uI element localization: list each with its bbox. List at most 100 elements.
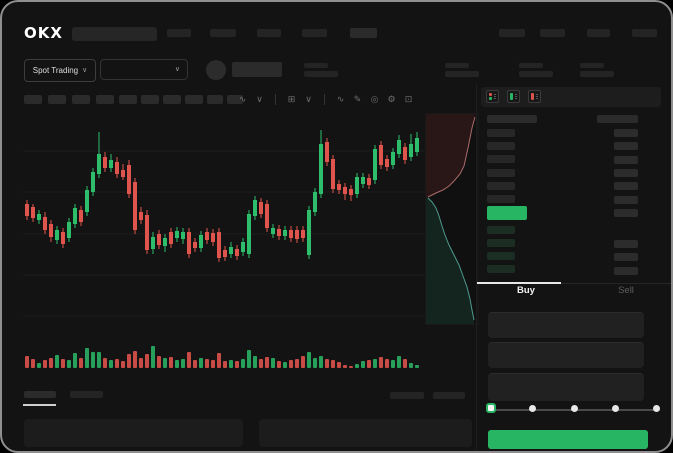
nav-item-placeholder[interactable] (257, 29, 281, 37)
order-total-input-placeholder[interactable] (488, 373, 644, 401)
toolbar-divider (275, 93, 276, 105)
icon-marks (531, 93, 534, 100)
slider-dot[interactable] (611, 405, 619, 412)
market-type-selector[interactable]: Spot Trading ∨ (24, 59, 96, 82)
timeframe-placeholder[interactable] (24, 95, 42, 104)
bottom-panel-placeholder (259, 419, 472, 447)
snapshot-icon[interactable]: ◎ (370, 93, 379, 104)
nav-item-placeholder[interactable] (302, 29, 327, 37)
compare-icon[interactable]: ⊞ (287, 93, 296, 104)
bottom-tab-underline (23, 404, 56, 406)
drawing-tools-icon[interactable]: ✎ (353, 93, 362, 104)
header-link-placeholder[interactable] (499, 29, 525, 37)
slider-handle[interactable] (486, 403, 496, 413)
ticker-stat-placeholder (304, 71, 338, 77)
ticker-stat-placeholder (519, 71, 553, 77)
orderbook-amount-row[interactable] (614, 142, 638, 151)
timeframe-placeholder[interactable] (119, 95, 137, 104)
orderbook-toolbar (481, 87, 661, 107)
order-price-input-placeholder[interactable] (488, 312, 644, 338)
nav-item-placeholder[interactable] (210, 29, 236, 37)
tab-buy[interactable]: Buy (517, 285, 535, 296)
orderbook-amount-row[interactable] (614, 208, 638, 217)
pair-selector[interactable]: ∨ (100, 59, 188, 80)
orderbook-bid-row[interactable] (487, 226, 515, 234)
order-amount-input-placeholder[interactable] (488, 342, 644, 368)
timeframe-placeholder[interactable] (227, 95, 243, 104)
timeframe-placeholder[interactable] (48, 95, 66, 104)
orderbook-ask-row[interactable] (487, 129, 515, 137)
orderbook-bid-row[interactable] (487, 265, 515, 273)
timeframe-placeholder[interactable] (163, 95, 181, 104)
buy-submit-button[interactable] (488, 430, 648, 449)
chevron-down-icon[interactable]: ∨ (256, 93, 263, 104)
header-link-placeholder[interactable] (540, 29, 565, 37)
nav-item-placeholder[interactable] (350, 28, 377, 38)
last-price-highlight[interactable] (487, 206, 527, 220)
active-tab-underline (477, 282, 561, 284)
orderbook-amount-row[interactable] (614, 253, 638, 262)
chevron-down-icon: ∨ (174, 66, 180, 73)
orderbook-amount-row[interactable] (614, 240, 638, 248)
orderbook-price-header-placeholder (487, 115, 537, 123)
chart-settings-icon[interactable]: ⚙ (387, 93, 396, 104)
ticker-stat-placeholder (580, 71, 614, 77)
amount-slider[interactable] (486, 403, 660, 417)
slider-dot[interactable] (653, 405, 660, 412)
pair-logo-avatar[interactable] (206, 60, 226, 80)
chart-type-icon[interactable]: ∿ (238, 93, 247, 104)
orderbook-bid-row[interactable] (487, 239, 515, 247)
orderbook-amount-row[interactable] (614, 266, 638, 275)
timeframe-placeholder[interactable] (207, 95, 223, 104)
orderbook-bid-row[interactable] (487, 252, 515, 260)
chevron-down-icon: ∨ (82, 67, 88, 74)
orderbook-ask-row[interactable] (487, 155, 515, 164)
pair-name-placeholder (232, 62, 282, 77)
search-bar[interactable] (72, 27, 157, 41)
indicators-icon[interactable]: ∿ (336, 93, 345, 104)
tab-sell[interactable]: Sell (618, 285, 634, 296)
orderbook-amount-row[interactable] (614, 168, 638, 177)
ticker-stat-placeholder (445, 63, 469, 68)
orderbook-ask-row[interactable] (487, 181, 515, 190)
orderbook-ask-row[interactable] (487, 142, 515, 151)
bottom-tab-placeholder[interactable] (24, 391, 56, 398)
icon-marks (510, 93, 513, 100)
timeframe-placeholder[interactable] (72, 95, 90, 104)
orderbook (477, 84, 671, 314)
orderbook-amount-row[interactable] (614, 129, 638, 137)
ticker-stat-placeholder (580, 63, 604, 68)
orderbook-bids-icon[interactable] (507, 90, 520, 103)
timeframe-placeholder[interactable] (185, 95, 203, 104)
timeframe-placeholder[interactable] (96, 95, 114, 104)
chart-toolbar-icons: ∿ ∨ ⊞ ∨ ∿ ✎ ◎ ⚙ ⊡ (236, 92, 415, 106)
orderbook-ask-row[interactable] (487, 168, 515, 177)
okx-logo: OKX (24, 24, 63, 42)
orderbook-amount-row[interactable] (614, 195, 638, 204)
orderbook-amount-row[interactable] (614, 155, 638, 164)
chevron-down-icon[interactable]: ∨ (305, 93, 312, 104)
header-link-placeholder[interactable] (632, 29, 657, 37)
slider-dot[interactable] (570, 405, 578, 412)
timeframe-placeholder[interactable] (141, 95, 159, 104)
icon-lines (515, 93, 517, 100)
ticker-stat-placeholder (445, 71, 479, 77)
orderbook-ask-row[interactable] (487, 195, 515, 203)
slider-dot[interactable] (529, 405, 537, 412)
orderbook-trade-panel: Buy Sell (476, 84, 671, 451)
bottom-panel-placeholder (24, 419, 243, 447)
orderbook-combined-icon[interactable] (486, 90, 499, 103)
orderbook-asks-icon[interactable] (528, 90, 541, 103)
nav-item-placeholder[interactable] (167, 29, 191, 37)
orderbook-amount-row[interactable] (614, 182, 638, 191)
bottom-action-placeholder[interactable] (433, 392, 465, 399)
icon-lines (494, 93, 496, 100)
bottom-action-placeholder[interactable] (390, 392, 424, 399)
fullscreen-icon[interactable]: ⊡ (404, 93, 413, 104)
ticker-stat-placeholder (519, 63, 543, 68)
bottom-tab-placeholder[interactable] (70, 391, 103, 398)
header-link-placeholder[interactable] (587, 29, 610, 37)
ticker-stat-placeholder (304, 63, 328, 68)
